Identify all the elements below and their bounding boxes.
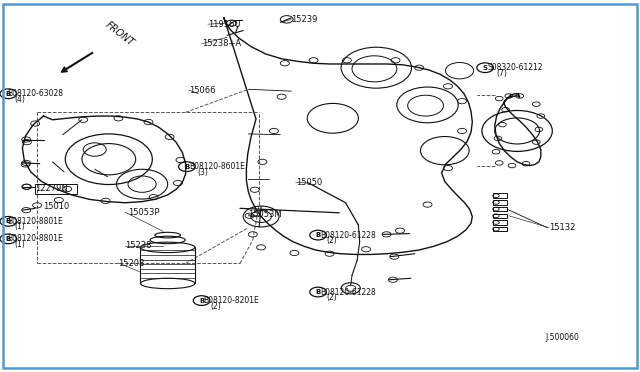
Text: 15208: 15208 bbox=[118, 259, 145, 267]
Text: 15132: 15132 bbox=[549, 223, 575, 232]
Text: 11916U: 11916U bbox=[208, 20, 241, 29]
Text: B08120-61228: B08120-61228 bbox=[320, 288, 376, 296]
Bar bbox=[35, 184, 77, 194]
Text: 15010: 15010 bbox=[44, 202, 70, 211]
Text: 15053P: 15053P bbox=[128, 208, 159, 217]
Text: B: B bbox=[184, 164, 189, 170]
Text: 15238: 15238 bbox=[125, 241, 151, 250]
Text: B08120-63028: B08120-63028 bbox=[8, 89, 64, 98]
Bar bbox=[493, 207, 507, 211]
Text: B08120-8201E: B08120-8201E bbox=[204, 296, 259, 305]
Text: 15066: 15066 bbox=[189, 86, 215, 94]
Text: B08120-8601E: B08120-8601E bbox=[189, 162, 244, 171]
Text: (4): (4) bbox=[14, 95, 25, 104]
Bar bbox=[493, 200, 507, 205]
Text: B: B bbox=[6, 218, 11, 224]
Text: (2): (2) bbox=[326, 293, 337, 302]
Bar bbox=[493, 220, 507, 225]
Text: (2): (2) bbox=[326, 236, 337, 245]
Text: 15050: 15050 bbox=[296, 178, 322, 187]
Text: (1): (1) bbox=[14, 222, 25, 231]
Text: (7): (7) bbox=[496, 69, 507, 78]
Text: B08120-61228: B08120-61228 bbox=[320, 231, 376, 240]
Text: (3): (3) bbox=[197, 168, 208, 177]
Text: FRONT: FRONT bbox=[104, 20, 136, 48]
Text: B: B bbox=[316, 289, 321, 295]
Text: 15238+A: 15238+A bbox=[202, 39, 241, 48]
Text: S: S bbox=[483, 65, 488, 71]
Text: B: B bbox=[6, 236, 11, 242]
Text: (1): (1) bbox=[14, 240, 25, 249]
Text: (2): (2) bbox=[210, 302, 221, 311]
Text: B08120-8801E: B08120-8801E bbox=[8, 234, 63, 243]
Text: B08120-8801E: B08120-8801E bbox=[8, 217, 63, 226]
Bar bbox=[493, 193, 507, 198]
Text: B: B bbox=[199, 298, 204, 304]
Text: 15053M: 15053M bbox=[248, 210, 282, 219]
Text: B: B bbox=[316, 232, 321, 238]
Text: J.500060: J.500060 bbox=[545, 333, 579, 342]
Text: 15239: 15239 bbox=[291, 15, 317, 24]
Text: B: B bbox=[6, 91, 11, 97]
Bar bbox=[493, 227, 507, 231]
Text: 12279N: 12279N bbox=[35, 185, 68, 193]
Text: S08320-61212: S08320-61212 bbox=[488, 63, 543, 72]
Bar bbox=[493, 214, 507, 218]
